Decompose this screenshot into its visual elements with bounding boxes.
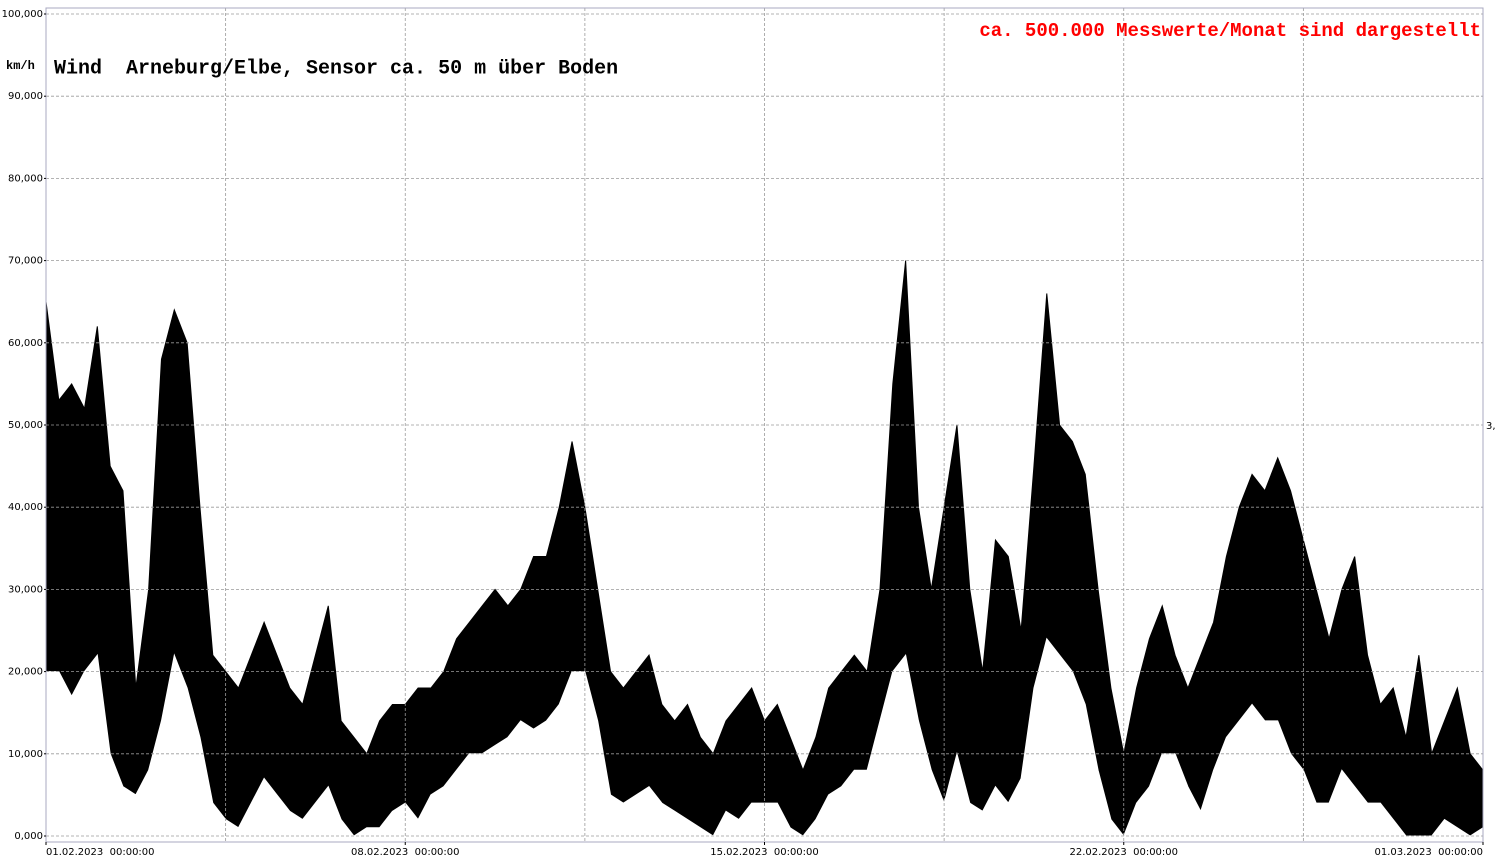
- y-axis-label: km/h: [6, 59, 35, 73]
- y-tick-label: 80,000: [8, 173, 43, 184]
- y-tick-label: 60,000: [8, 338, 43, 349]
- annotation: ca. 500.000 Messwerte/Monat sind dargest…: [979, 20, 1481, 42]
- y-tick-label: 90,000: [8, 91, 43, 102]
- right-label: 3,: [1486, 421, 1495, 432]
- x-tick-label: 08.02.2023 00:00:00: [351, 847, 460, 858]
- x-tick-label: 01.02.2023 00:00:00: [46, 847, 155, 858]
- x-tick-label: 01.03.2023 00:00:00: [1374, 847, 1483, 858]
- y-tick-label: 100,000: [2, 9, 43, 20]
- y-tick-label: 40,000: [8, 502, 43, 513]
- y-tick-label: 0,000: [14, 831, 43, 842]
- x-tick-label: 15.02.2023 00:00:00: [710, 847, 819, 858]
- plot-area: [45, 8, 1484, 842]
- low-area: [45, 637, 1484, 838]
- x-tick-label: 22.02.2023 00:00:00: [1069, 847, 1178, 858]
- y-tick-label: 10,000: [8, 749, 43, 760]
- y-tick-label: 50,000: [8, 420, 43, 431]
- y-tick-label: 20,000: [8, 667, 43, 678]
- y-tick-label: 70,000: [8, 256, 43, 267]
- chart-title: Wind Arneburg/Elbe, Sensor ca. 50 m über…: [54, 57, 618, 80]
- y-tick-label: 30,000: [8, 584, 43, 595]
